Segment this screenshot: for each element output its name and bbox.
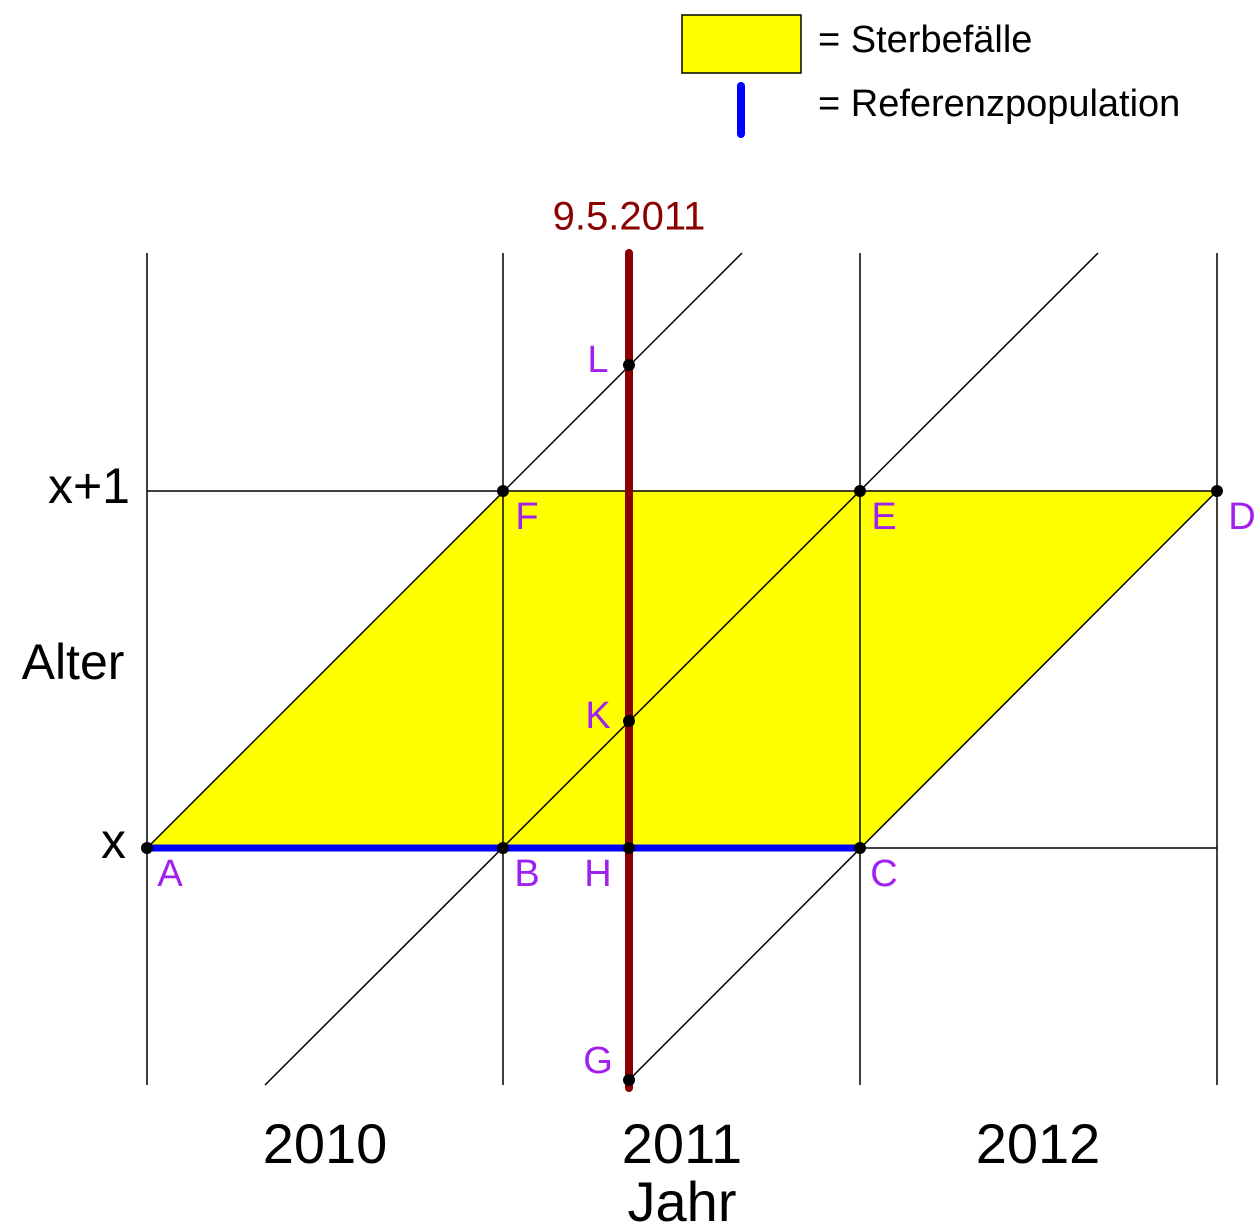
y-axis-title: Alter bbox=[22, 634, 125, 690]
legend-label: = Referenzpopulation bbox=[818, 83, 1180, 125]
cohort-line bbox=[628, 490, 1218, 1081]
point-label: F bbox=[515, 496, 538, 538]
y-label: x+1 bbox=[48, 458, 130, 514]
grid bbox=[146, 252, 1218, 1086]
point-label: K bbox=[585, 695, 610, 737]
x-axis-title: Jahr bbox=[628, 1170, 737, 1229]
point bbox=[623, 842, 635, 854]
point bbox=[623, 1074, 635, 1086]
point-label: C bbox=[870, 853, 897, 895]
point bbox=[141, 842, 153, 854]
point bbox=[623, 359, 635, 371]
point-label: H bbox=[584, 853, 611, 895]
point bbox=[497, 842, 509, 854]
legend-label: = Sterbefälle bbox=[818, 19, 1032, 61]
point-label: L bbox=[587, 339, 608, 381]
cohort-line bbox=[264, 252, 1099, 1086]
point bbox=[497, 485, 509, 497]
date-label: 9.5.2011 bbox=[553, 195, 706, 239]
x-label: 2012 bbox=[976, 1112, 1101, 1175]
point-label: E bbox=[871, 496, 896, 538]
point bbox=[854, 842, 866, 854]
point bbox=[854, 485, 866, 497]
legend: = Sterbefälle = Referenzpopulation bbox=[681, 14, 1180, 138]
point-label: G bbox=[583, 1040, 613, 1082]
legend-swatch bbox=[681, 14, 802, 74]
point-label: A bbox=[157, 853, 183, 895]
y-label: x bbox=[101, 813, 126, 869]
cohort-line bbox=[146, 252, 743, 849]
x-label: 2011 bbox=[622, 1112, 742, 1175]
point bbox=[1211, 485, 1223, 497]
x-label: 2010 bbox=[263, 1112, 388, 1175]
point-label: D bbox=[1228, 496, 1255, 538]
point-label: B bbox=[514, 853, 539, 895]
point bbox=[623, 715, 635, 727]
points bbox=[141, 359, 1223, 1086]
